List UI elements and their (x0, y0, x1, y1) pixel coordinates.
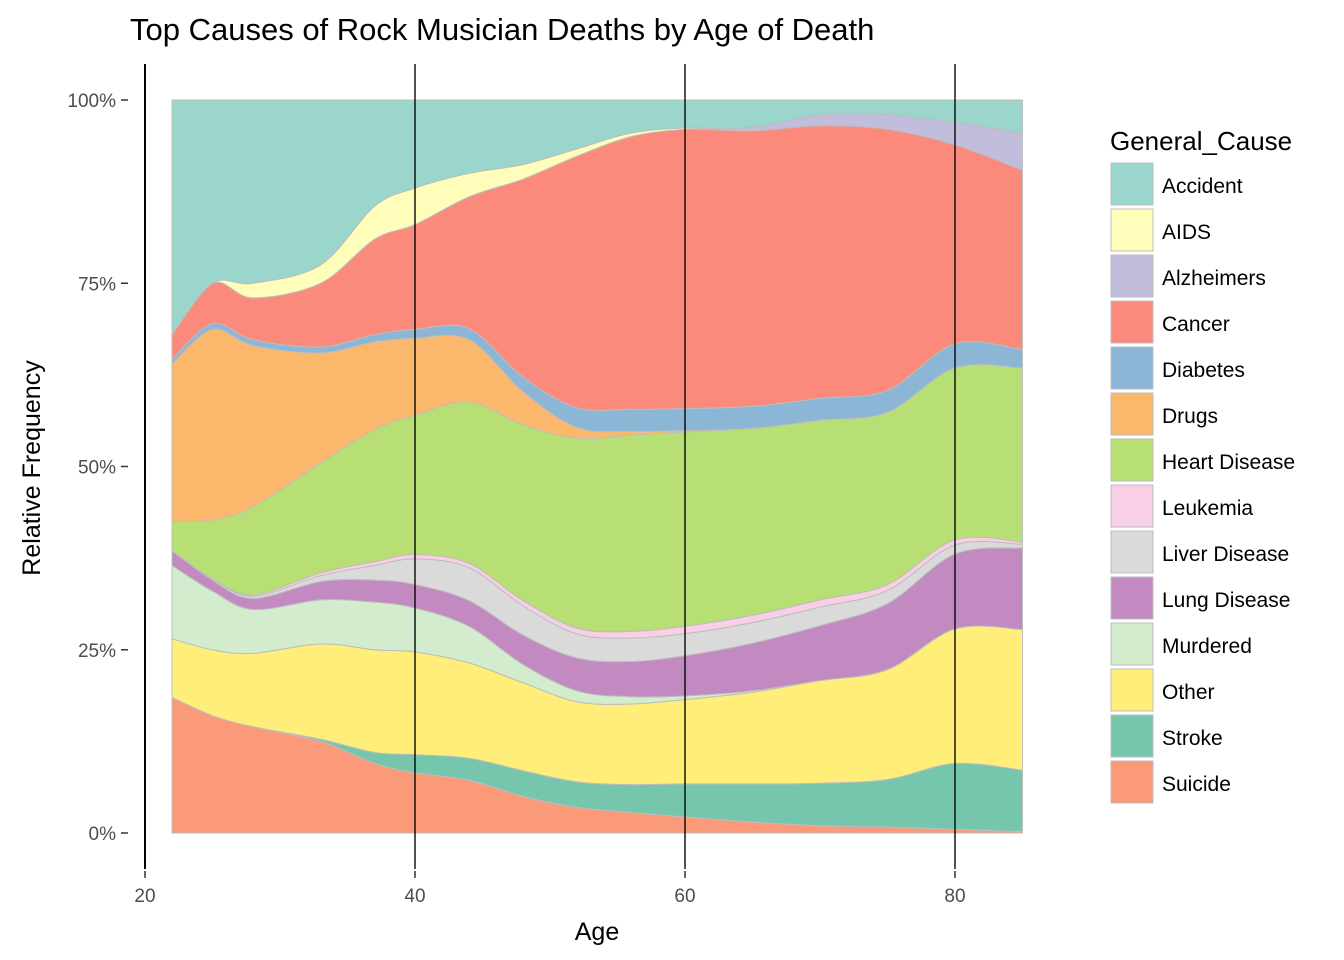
legend-key-diabetes (1110, 346, 1154, 390)
legend-key-alzheimers (1110, 254, 1154, 298)
y-tick-label: 25% (78, 641, 116, 662)
x-axis-title: Age (575, 918, 619, 946)
legend-key-leukemia (1110, 484, 1154, 528)
legend-label-murdered: Murdered (1162, 635, 1252, 658)
legend-label-heart-disease: Heart Disease (1162, 451, 1295, 474)
chart-title: Top Causes of Rock Musician Deaths by Ag… (130, 12, 874, 47)
legend-label-stroke: Stroke (1162, 727, 1223, 750)
legend: General_Cause Accident AIDS Alzheimers Canc… (1110, 126, 1295, 804)
legend-label-cancer: Cancer (1162, 313, 1230, 336)
legend-key-stroke (1110, 714, 1154, 758)
y-axis-ticks: 0% 25% 50% 75% 100% (67, 91, 128, 845)
legend-label-aids: AIDS (1162, 221, 1211, 244)
legend-label-lung-disease: Lung Disease (1162, 589, 1290, 612)
legend-label-leukemia: Leukemia (1162, 497, 1253, 520)
legend-key-accident (1110, 162, 1154, 206)
legend-title: General_Cause (1110, 126, 1292, 156)
area-layers (171, 99, 1023, 834)
x-axis-ticks: 20 40 60 80 (134, 871, 966, 907)
legend-key-cancer (1110, 300, 1154, 344)
legend-key-liver-disease (1110, 530, 1154, 574)
legend-key-drugs (1110, 392, 1154, 436)
legend-label-drugs: Drugs (1162, 405, 1218, 428)
legend-key-other (1110, 668, 1154, 712)
legend-label-diabetes: Diabetes (1162, 359, 1245, 382)
legend-key-murdered (1110, 622, 1154, 666)
x-tick-label: 80 (944, 886, 965, 907)
legend-key-suicide (1110, 760, 1154, 804)
y-axis-title: Relative Frequency (18, 360, 46, 576)
legend-key-aids (1110, 208, 1154, 252)
legend-label-alzheimers: Alzheimers (1162, 267, 1266, 290)
legend-key-heart-disease (1110, 438, 1154, 482)
x-tick-label: 20 (134, 886, 155, 907)
y-tick-label: 75% (78, 274, 116, 295)
legend-label-accident: Accident (1162, 175, 1243, 198)
y-tick-label: 0% (89, 824, 117, 845)
legend-key-lung-disease (1110, 576, 1154, 620)
x-tick-label: 60 (674, 886, 695, 907)
y-tick-label: 50% (78, 458, 116, 479)
gridlines (144, 64, 956, 869)
y-tick-label: 100% (67, 91, 116, 112)
legend-label-other: Other (1162, 681, 1215, 704)
area-accident (171, 99, 1023, 337)
legend-label-suicide: Suicide (1162, 773, 1231, 796)
x-tick-label: 40 (404, 886, 425, 907)
legend-label-liver-disease: Liver Disease (1162, 543, 1289, 566)
